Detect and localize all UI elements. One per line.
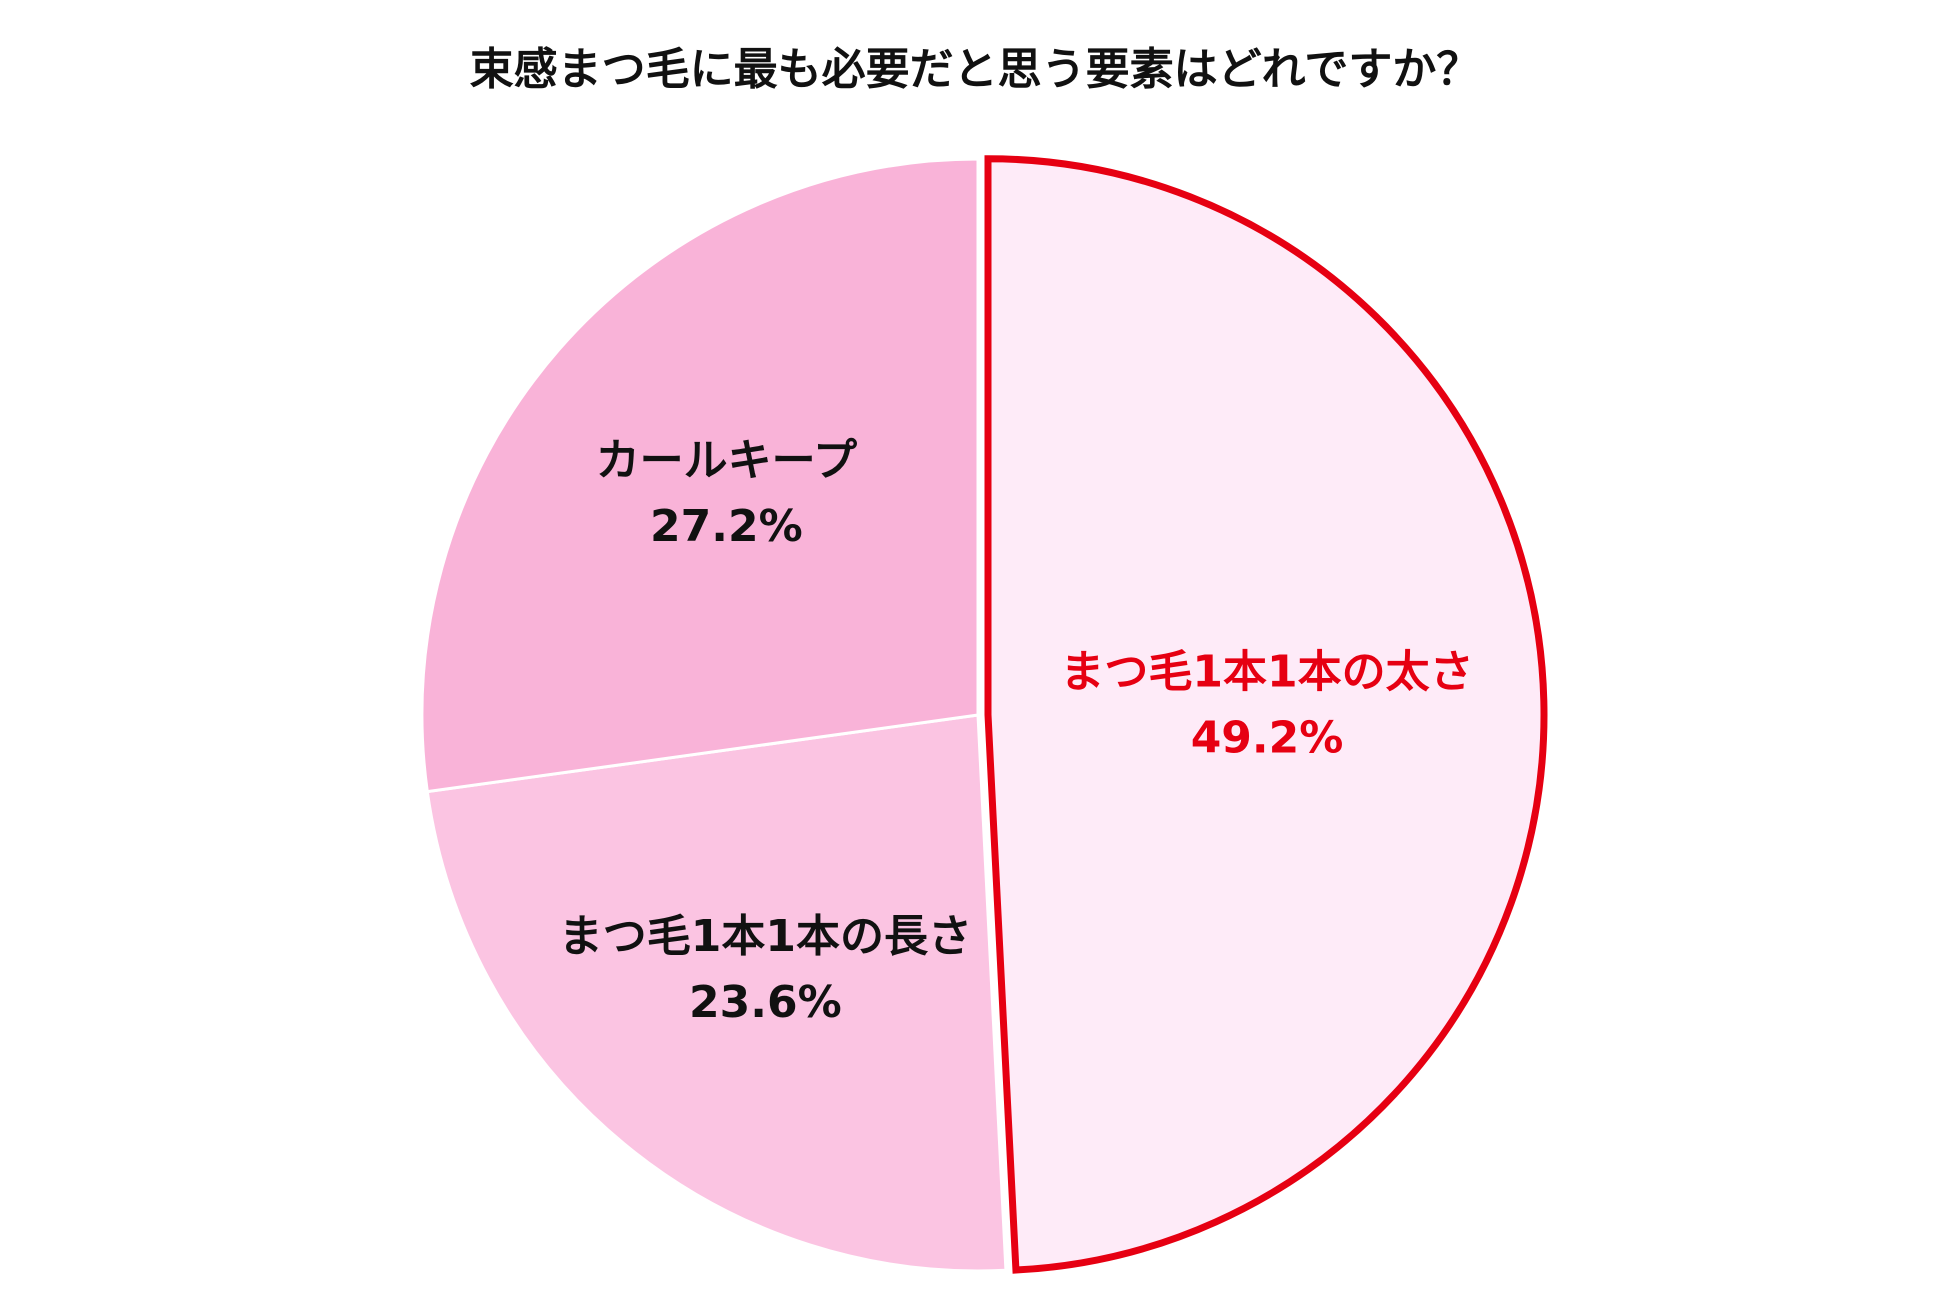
- slice-label: まつ毛1本1本の太さ: [1060, 647, 1473, 698]
- pie-slice: [425, 713, 1008, 1273]
- slice-value-label: 27.2%: [650, 501, 803, 552]
- slice-value-label: 23.6%: [689, 977, 842, 1028]
- pie-slice: [984, 155, 1548, 1274]
- slice-label: カールキープ: [596, 435, 857, 486]
- slice-label: まつ毛1本1本の長さ: [559, 911, 972, 962]
- slice-value-label: 49.2%: [1191, 713, 1344, 764]
- pie-slice: [420, 157, 980, 794]
- chart-title: 束感まつ毛に最も必要だと思う要素はどれですか？: [470, 44, 1481, 95]
